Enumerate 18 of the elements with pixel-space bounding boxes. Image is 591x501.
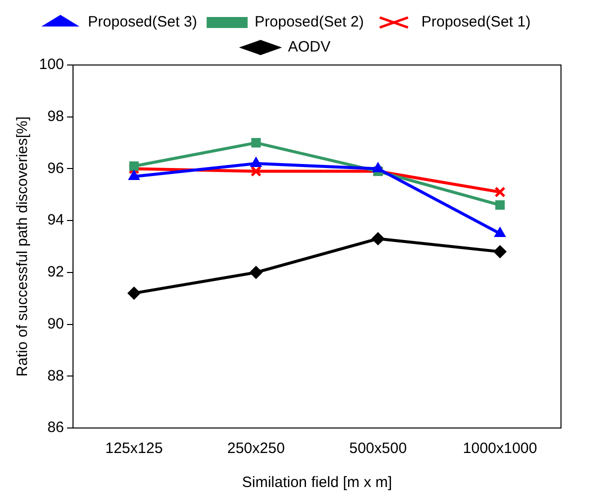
legend-label: Proposed(Set 3) [88, 14, 198, 31]
y-axis-title: Ratio of successful path discoveries[%] [14, 116, 32, 377]
x-tick-label: 1000x1000 [462, 440, 538, 458]
legend-label: AODV [288, 38, 331, 56]
legend-label: Proposed(Set 2) [254, 14, 364, 31]
y-tick-label: 90 [47, 315, 64, 332]
y-tick-label: 98 [47, 108, 64, 125]
x-tick-label: 125x125 [105, 440, 163, 458]
x-tick-label: 500x500 [349, 440, 407, 458]
x-tick-label: 250x250 [227, 440, 285, 458]
y-tick-label: 92 [47, 264, 64, 281]
legend-label: Proposed(Set 1) [421, 14, 531, 31]
y-tick-label: 86 [47, 419, 64, 436]
y-tick-label: 88 [47, 367, 64, 384]
y-tick-label: 96 [47, 160, 64, 177]
y-tick-label: 94 [47, 212, 64, 229]
y-tick-label: 100 [38, 56, 64, 74]
x-axis-title: Similation field [m x m] [242, 474, 392, 492]
